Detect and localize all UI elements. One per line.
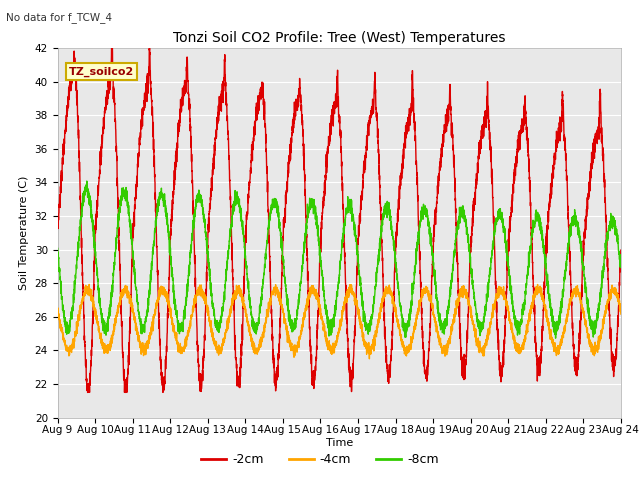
Text: TZ_soilco2: TZ_soilco2 bbox=[69, 67, 134, 77]
Y-axis label: Soil Temperature (C): Soil Temperature (C) bbox=[19, 176, 29, 290]
Text: No data for f_TCW_4: No data for f_TCW_4 bbox=[6, 12, 113, 23]
X-axis label: Time: Time bbox=[326, 438, 353, 448]
Title: Tonzi Soil CO2 Profile: Tree (West) Temperatures: Tonzi Soil CO2 Profile: Tree (West) Temp… bbox=[173, 32, 506, 46]
Legend: -2cm, -4cm, -8cm: -2cm, -4cm, -8cm bbox=[196, 448, 444, 471]
